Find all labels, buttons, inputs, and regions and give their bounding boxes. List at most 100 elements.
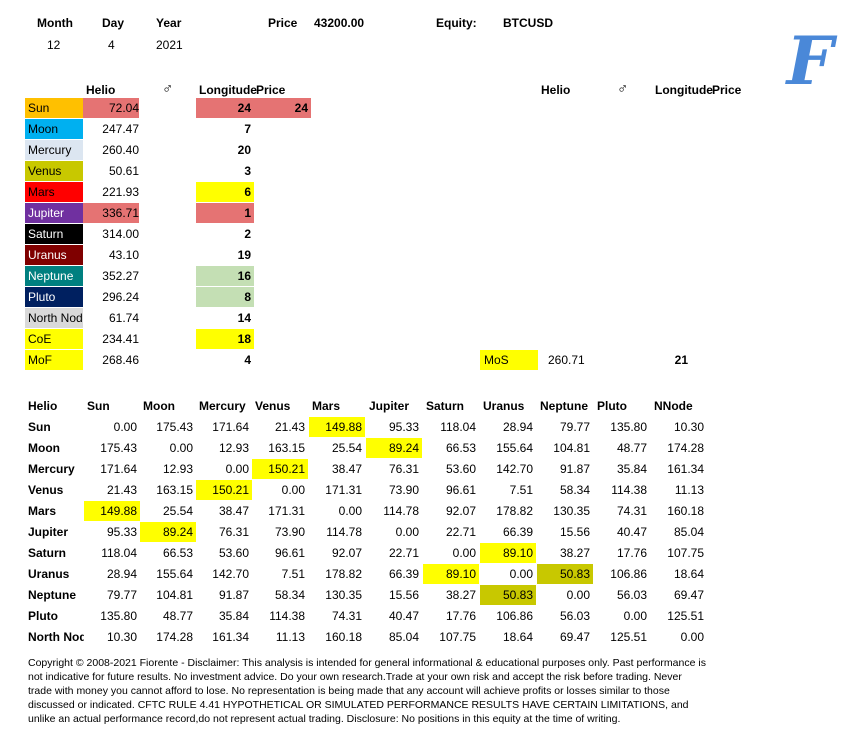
right-longitude-header: Longitude [655, 83, 713, 97]
matrix-row-header: Sun [28, 420, 51, 434]
matrix-cell: 66.53 [445, 441, 476, 455]
planet-helio: 50.61 [108, 164, 139, 178]
right-helio-header: Helio [541, 83, 571, 97]
matrix-cell: 21.43 [106, 483, 137, 497]
matrix-cell: 178.82 [496, 504, 533, 518]
matrix-cell: 48.77 [162, 609, 193, 623]
right-price-header: Price [712, 83, 742, 97]
planet-name: Mars [25, 182, 83, 202]
matrix-cell: 150.21 [196, 480, 252, 500]
matrix-cell: 174.28 [667, 441, 704, 455]
left-longitude-header: Longitude [199, 83, 257, 97]
matrix-cell: 50.83 [537, 564, 593, 584]
matrix-cell: 25.54 [331, 441, 362, 455]
planet-longitude: 14 [237, 311, 251, 325]
matrix-cell: 142.70 [212, 567, 249, 581]
planet-name: Neptune [25, 266, 83, 286]
planet-longitude: 1 [196, 203, 254, 223]
matrix-cell: 17.76 [445, 609, 476, 623]
matrix-cell: 0.00 [113, 420, 137, 434]
planet-longitude: 16 [196, 266, 254, 286]
matrix-cell: 15.56 [559, 525, 590, 539]
matrix-cell: 40.47 [388, 609, 419, 623]
matrix-row-header: Mars [28, 504, 57, 518]
planet-name: Jupiter [25, 203, 83, 223]
matrix-cell: 89.24 [366, 438, 422, 458]
matrix-cell: 104.81 [156, 588, 193, 602]
logo-letter: F [785, 24, 838, 94]
matrix-cell: 38.47 [218, 504, 249, 518]
matrix-cell: 12.93 [218, 441, 249, 455]
matrix-column-header: Moon [143, 399, 175, 413]
planet-longitude: 3 [244, 164, 251, 178]
matrix-column-header: Pluto [597, 399, 627, 413]
matrix-cell: 10.30 [673, 420, 704, 434]
planet-helio: 336.71 [83, 203, 139, 223]
matrix-cell: 38.27 [559, 546, 590, 560]
planet-name: MoF [25, 350, 83, 370]
matrix-cell: 104.81 [553, 441, 590, 455]
planet-name: Sun [25, 98, 83, 118]
planet-name: Moon [25, 119, 83, 139]
matrix-row-header: Uranus [28, 567, 70, 581]
fiorente-logo: F [785, 24, 838, 94]
matrix-cell: 21.43 [274, 420, 305, 434]
matrix-cell: 35.84 [616, 462, 647, 476]
matrix-cell: 160.18 [325, 630, 362, 644]
planet-name: CoE [25, 329, 83, 349]
matrix-column-header: Venus [255, 399, 291, 413]
matrix-row-header: North Node [28, 630, 84, 644]
matrix-cell: 0.00 [452, 546, 476, 560]
planet-longitude: 6 [196, 182, 254, 202]
planet-helio: 234.41 [102, 332, 139, 346]
planet-price: 24 [254, 98, 311, 118]
matrix-cell: 76.31 [388, 462, 419, 476]
matrix-column-header: Sun [87, 399, 110, 413]
matrix-cell: 79.77 [106, 588, 137, 602]
month-value: 12 [47, 38, 61, 52]
matrix-cell: 48.77 [616, 441, 647, 455]
matrix-row-header: Jupiter [28, 525, 69, 539]
matrix-cell: 91.87 [218, 588, 249, 602]
matrix-row-header: Saturn [28, 546, 67, 560]
matrix-cell: 0.00 [680, 630, 704, 644]
matrix-cell: 0.00 [509, 567, 533, 581]
matrix-corner-header: Helio [28, 399, 58, 413]
matrix-cell: 125.51 [610, 630, 647, 644]
planet-longitude: 24 [196, 98, 254, 118]
matrix-row-header: Pluto [28, 609, 58, 623]
planet-name: Mercury [25, 140, 83, 160]
matrix-column-header: Jupiter [369, 399, 410, 413]
planet-longitude: 8 [196, 287, 254, 307]
matrix-cell: 96.61 [445, 483, 476, 497]
year-value: 2021 [156, 38, 183, 52]
matrix-column-header: Neptune [540, 399, 588, 413]
matrix-cell: 74.31 [331, 609, 362, 623]
matrix-cell: 135.80 [100, 609, 137, 623]
matrix-cell: 35.84 [218, 609, 249, 623]
matrix-cell: 53.60 [218, 546, 249, 560]
planet-helio: 314.00 [102, 227, 139, 241]
matrix-row-header: Neptune [28, 588, 76, 602]
matrix-cell: 38.27 [445, 588, 476, 602]
matrix-cell: 107.75 [439, 630, 476, 644]
matrix-cell: 155.64 [156, 567, 193, 581]
matrix-cell: 74.31 [616, 504, 647, 518]
matrix-cell: 0.00 [566, 588, 590, 602]
matrix-cell: 17.76 [616, 546, 647, 560]
matrix-cell: 175.43 [100, 441, 137, 455]
price-value: 43200.00 [314, 16, 365, 30]
planet-name: Venus [25, 161, 83, 181]
matrix-cell: 160.18 [667, 504, 704, 518]
equity-value: BTCUSD [503, 16, 553, 30]
matrix-cell: 142.70 [496, 462, 533, 476]
matrix-cell: 73.90 [388, 483, 419, 497]
matrix-cell: 76.31 [218, 525, 249, 539]
matrix-column-header: Mercury [199, 399, 246, 413]
planet-longitude: 18 [196, 329, 254, 349]
matrix-cell: 79.77 [559, 420, 590, 434]
mos-label: MoS [480, 350, 538, 370]
matrix-cell: 130.35 [325, 588, 362, 602]
matrix-cell: 28.94 [502, 420, 533, 434]
matrix-cell: 58.34 [274, 588, 305, 602]
